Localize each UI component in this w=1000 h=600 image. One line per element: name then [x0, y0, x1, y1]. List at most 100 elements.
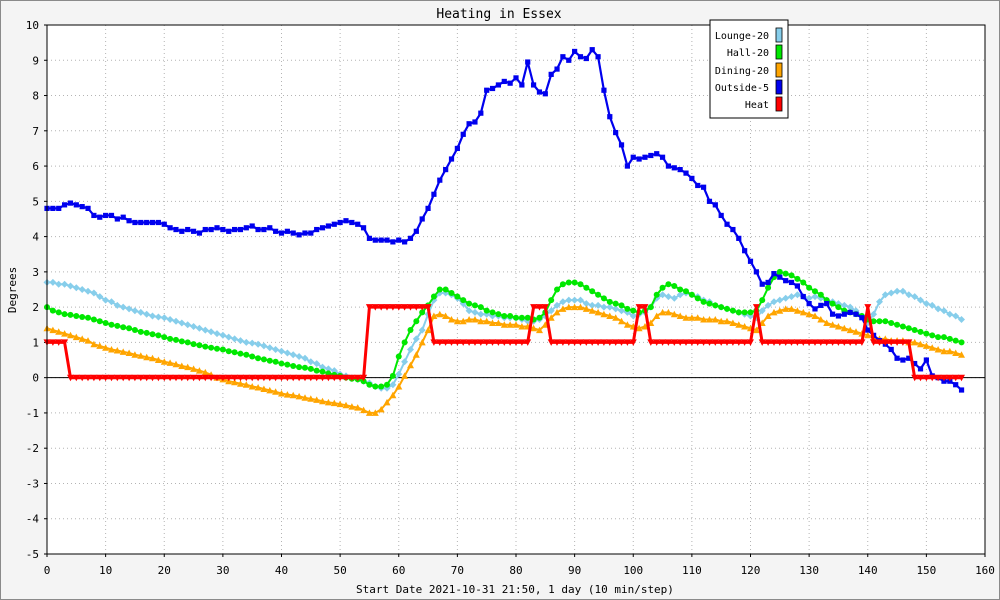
lounge-20-point [758, 307, 766, 315]
dining-20-point [354, 404, 362, 411]
dining-20-point [272, 388, 280, 395]
outside-5-point [583, 55, 589, 62]
heat-point [659, 339, 667, 346]
heat-point [559, 339, 567, 346]
dining-20-point [864, 331, 872, 339]
dining-20-point [424, 326, 432, 334]
heat-point [571, 339, 579, 346]
hall-20-point [255, 355, 262, 362]
outside-5-point [372, 237, 378, 243]
lounge-20-point [412, 335, 420, 343]
dining-20-point [266, 386, 274, 394]
heat-point [706, 339, 713, 346]
heat-point [876, 339, 883, 346]
hall-20-point [55, 309, 62, 316]
outside-5-point [654, 151, 660, 157]
outside-5-point [724, 221, 730, 227]
outside-5-point [906, 355, 912, 361]
lounge-20-point [272, 346, 280, 353]
dining-20-point [49, 326, 57, 334]
x-tick-label: 100 [623, 564, 643, 577]
lounge-20-point [917, 296, 924, 304]
dining-20-point [553, 308, 561, 316]
outside-5-point [179, 228, 185, 234]
hall-20-point [243, 351, 250, 358]
heat-point [536, 304, 543, 311]
outside-5-point [548, 71, 554, 77]
y-tick-label: -5 [26, 548, 39, 561]
outside-5-point [138, 219, 144, 226]
dining-20-point [201, 368, 209, 376]
outside-5-point [190, 228, 197, 234]
heat-point [436, 339, 444, 346]
hall-20-point [73, 312, 80, 319]
dining-20-point [465, 316, 473, 323]
dining-20-point [594, 308, 602, 316]
hall-20-point [208, 344, 215, 351]
dining-20-point [952, 349, 960, 356]
outside-5-point [794, 283, 800, 289]
x-tick-label: 30 [216, 564, 229, 577]
hall-20-point [278, 360, 285, 367]
outside-5-point [695, 182, 701, 189]
outside-5-point [144, 219, 150, 226]
heat-point [588, 339, 596, 346]
dining-20-point [389, 391, 397, 399]
dining-20-point [670, 310, 678, 318]
hall-20-point [559, 281, 566, 288]
heat-point [78, 374, 86, 382]
hall-20-point [90, 316, 97, 323]
dining-20-point [254, 384, 262, 391]
outside-5-point [530, 82, 537, 88]
heat-point [254, 374, 262, 382]
outside-5-point [718, 212, 724, 219]
lounge-20-point [782, 294, 790, 302]
heat-point [55, 339, 63, 346]
outside-5-point [765, 279, 771, 286]
dining-20-point [154, 356, 162, 363]
dining-20-point [911, 338, 919, 346]
lounge-20-point [588, 301, 596, 309]
lounge-20-point [793, 291, 801, 299]
dining-20-point [635, 324, 643, 332]
outside-5-point [829, 311, 836, 317]
dining-20-point [770, 308, 778, 316]
lounge-20-point [313, 360, 321, 368]
dining-20-point [653, 312, 661, 319]
heat-point [823, 339, 831, 346]
outside-5-point [437, 177, 443, 183]
hall-20-point [307, 365, 314, 372]
outside-5-point [185, 226, 191, 233]
hall-20-point [899, 323, 906, 330]
heat-point [618, 339, 625, 346]
dining-20-point [530, 324, 538, 332]
dining-20-point [289, 391, 297, 399]
heat-point [61, 339, 69, 346]
heat-point [301, 374, 309, 382]
outside-5-point [290, 230, 296, 236]
hall-20-point [501, 312, 508, 319]
dining-20-point [459, 317, 467, 325]
outside-5-point [208, 226, 214, 233]
dining-20-point [348, 403, 356, 410]
legend-entry-hall: Hall-20 [727, 44, 783, 60]
heat-point [811, 339, 819, 346]
lounge-20-point [612, 305, 620, 313]
outside-5-point [56, 205, 62, 211]
heat-point [49, 339, 57, 346]
hall-20-point [366, 381, 373, 388]
outside-5-point [261, 226, 267, 233]
hall-20-point [237, 350, 244, 357]
hall-20-point [905, 325, 912, 332]
heat-point [905, 339, 913, 346]
lounge-20-point [840, 301, 848, 309]
heat-point [113, 374, 121, 382]
outside-5-point [331, 221, 337, 227]
lounge-20-point [664, 293, 672, 301]
hall-20-point [389, 372, 396, 379]
outside-5-point [777, 274, 783, 280]
hall-20-point [284, 361, 291, 368]
dining-20-point [788, 305, 795, 312]
outside-5-point [841, 311, 847, 317]
hall-20-point [929, 332, 936, 339]
